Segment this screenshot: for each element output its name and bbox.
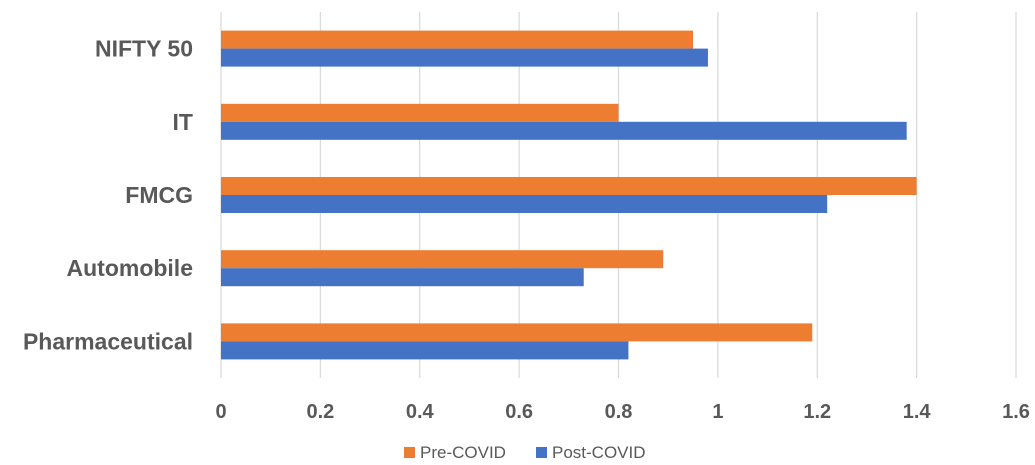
category-label: Automobile bbox=[67, 255, 194, 281]
bar-post-covid bbox=[221, 341, 629, 360]
legend-label: Post-COVID bbox=[552, 443, 646, 462]
bar-post-covid bbox=[221, 48, 708, 67]
legend-label: Pre-COVID bbox=[420, 443, 506, 462]
bar-post-covid bbox=[221, 268, 584, 287]
bar-pre-covid bbox=[221, 30, 694, 49]
legend: Pre-COVID Post-COVID bbox=[404, 443, 646, 462]
legend-swatch bbox=[404, 447, 415, 458]
x-tick-label: 0 bbox=[215, 401, 226, 423]
category-label: Pharmaceutical bbox=[23, 328, 193, 354]
bar-post-covid bbox=[221, 121, 907, 140]
x-tick-label: 1.4 bbox=[903, 401, 932, 423]
x-tick-label: 0.4 bbox=[406, 401, 435, 423]
x-tick-label: 0.2 bbox=[306, 401, 334, 423]
bar-pre-covid bbox=[221, 103, 619, 122]
bar-pre-covid bbox=[221, 250, 664, 269]
x-tick-label: 1.6 bbox=[1002, 401, 1030, 423]
x-tick-labels: 0 0.2 0.4 0.6 0.8 1 1.2 1.4 1.6 bbox=[215, 401, 1029, 423]
bar-pre-covid bbox=[221, 177, 917, 195]
category-label: NIFTY 50 bbox=[95, 36, 193, 62]
bars bbox=[221, 30, 917, 360]
x-tick-label: 0.8 bbox=[605, 401, 633, 423]
x-tick-label: 1 bbox=[712, 401, 723, 423]
category-label: IT bbox=[173, 109, 193, 135]
category-label: FMCG bbox=[125, 182, 193, 208]
legend-swatch bbox=[536, 447, 547, 458]
bar-pre-covid bbox=[221, 323, 813, 342]
bar-post-covid bbox=[221, 195, 828, 213]
x-tick-label: 1.2 bbox=[803, 401, 831, 423]
category-labels: NIFTY 50 IT FMCG Automobile Pharmaceutical bbox=[23, 36, 193, 355]
x-tick-label: 0.6 bbox=[505, 401, 533, 423]
